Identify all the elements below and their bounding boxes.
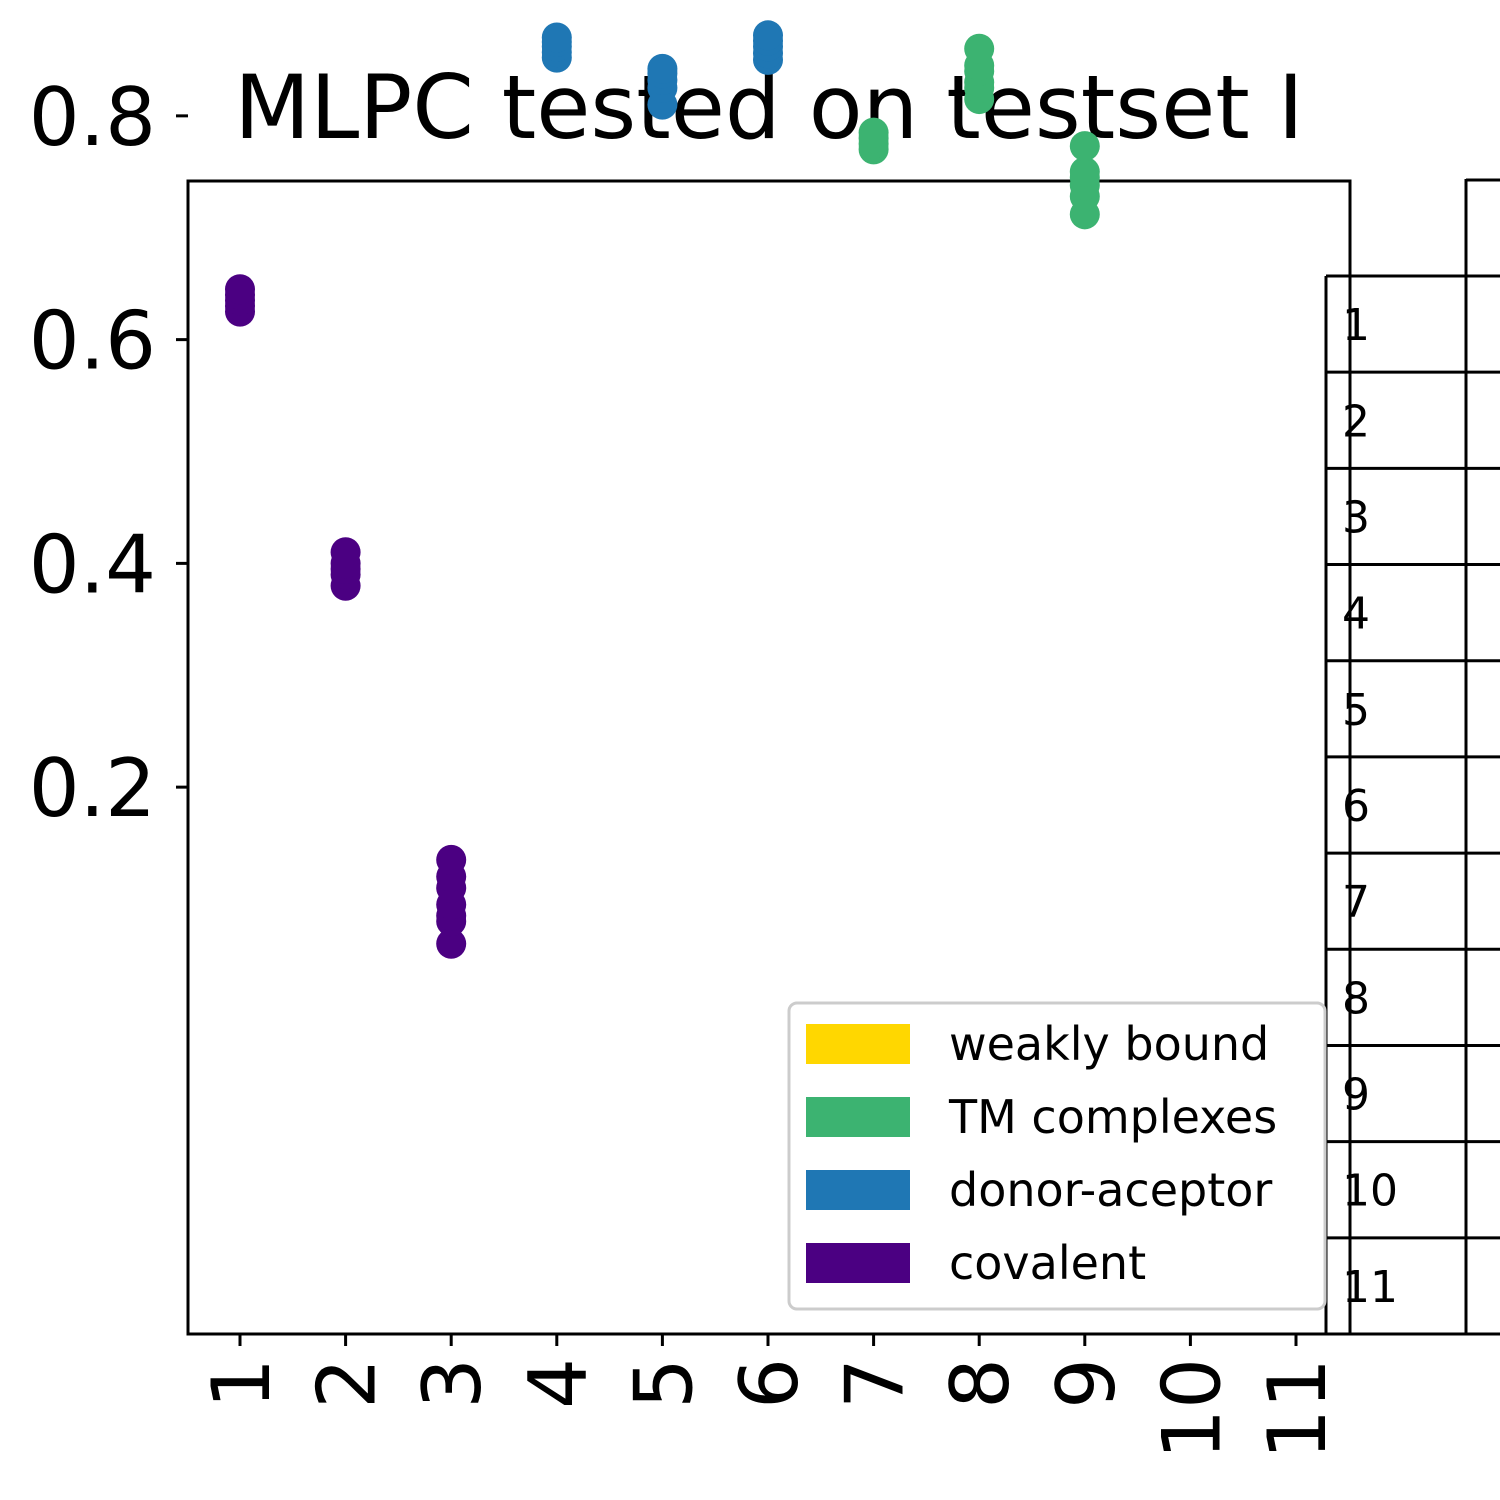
data-point [647, 53, 678, 84]
legend-box [787, 1001, 1327, 1311]
x-tick-label: 11 [1251, 1358, 1344, 1460]
x-tick-label: 3 [406, 1358, 499, 1409]
table-row-label: 6 [1342, 781, 1370, 832]
x-tick-label: 9 [1040, 1358, 1133, 1409]
legend-swatch [806, 1097, 910, 1137]
table-row-label: 2 [1342, 396, 1370, 447]
data-point [541, 22, 572, 53]
y-tick-label: 0.8 [29, 71, 156, 164]
y-tick-label: 0.2 [29, 742, 156, 835]
table-row-label: 7 [1342, 877, 1370, 928]
table-row-label: 5 [1342, 685, 1370, 736]
x-axis: 1 2 3 4 5 6 7 8 9 10 11 [195, 1334, 1344, 1460]
x-tick-label: 5 [617, 1358, 710, 1409]
data-point [225, 274, 255, 305]
legend-label: TM complexes [948, 1090, 1277, 1144]
legend-label: donor-aceptor [949, 1163, 1272, 1217]
data-point [753, 20, 783, 51]
x-tick-label: 6 [723, 1358, 816, 1409]
data-point [330, 537, 361, 568]
x-tick-label: 1 [195, 1358, 288, 1409]
table-row-label: 9 [1342, 1070, 1370, 1121]
x-tick-label: 8 [934, 1358, 1027, 1409]
table-background [1326, 276, 1500, 1334]
legend-swatch [806, 1170, 910, 1210]
x-tick-label: 4 [512, 1358, 605, 1409]
data-point [964, 33, 995, 64]
data-point [1069, 131, 1100, 162]
table-row-label: 1 [1342, 300, 1370, 351]
legend-swatch [806, 1243, 910, 1283]
x-tick-label: 7 [829, 1358, 922, 1409]
data-point [1069, 156, 1100, 187]
table-row-label: 8 [1342, 973, 1370, 1024]
y-axis: 0.20.40.60.81.0 [29, 71, 188, 835]
data-points [225, 20, 1100, 959]
data-point [858, 117, 889, 148]
legend: weakly bound TM complexes donor-aceptor cov… [787, 1001, 1327, 1311]
table-row-label: 3 [1342, 492, 1370, 543]
x-tick-label: 2 [301, 1358, 394, 1409]
table-row-label: 4 [1342, 589, 1370, 640]
legend-label: weakly bound [949, 1017, 1269, 1071]
legend-label: covalent [949, 1236, 1146, 1290]
legend-swatch [806, 1024, 910, 1064]
y-tick-label: 0.6 [29, 295, 156, 388]
x-tick-label: 10 [1145, 1358, 1238, 1460]
data-point [436, 844, 467, 875]
y-tick-label: 0.4 [29, 518, 156, 611]
data-point [436, 928, 467, 959]
